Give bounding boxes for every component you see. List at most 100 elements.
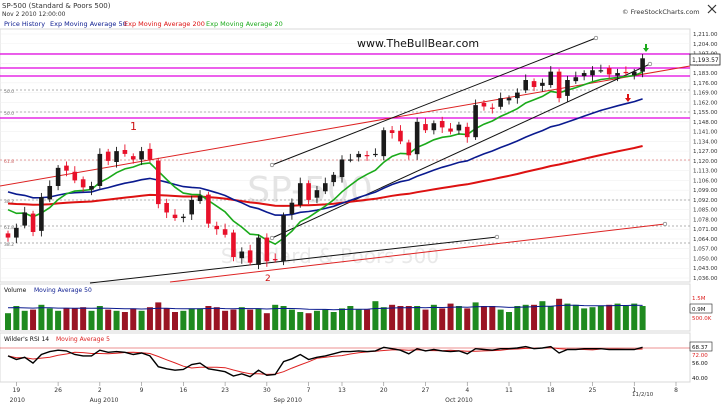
volume-bar (96, 306, 103, 330)
month-label: 2010 (10, 397, 25, 404)
candle (431, 120, 437, 135)
candle (615, 68, 620, 82)
volume-bar (80, 307, 87, 330)
price-tick-label: 1,043.00 (693, 266, 718, 272)
price-tick-label: 1,036.00 (693, 276, 718, 282)
candle (172, 209, 178, 221)
fib-levels (0, 89, 690, 244)
volume-bar (639, 306, 646, 330)
candle (47, 180, 53, 203)
volume-bar (430, 304, 437, 330)
chart-datetime: Nov 2 2010 12:00:00 (2, 11, 66, 18)
copyright: © FreeStockCharts.com (622, 8, 700, 16)
volume-bar (71, 308, 78, 330)
volume-bar (46, 308, 53, 330)
volume-bar (288, 309, 295, 330)
fib-label: 61.8 (4, 159, 14, 165)
price-tick-label: 1,064.00 (693, 237, 718, 243)
candle (481, 100, 487, 111)
legend-price: Price History (4, 20, 45, 28)
candle (22, 206, 27, 229)
trend-line-handles[interactable] (269, 35, 668, 241)
volume-bar (405, 306, 412, 330)
volume-bar (380, 307, 387, 330)
candle (523, 74, 528, 94)
volume-bar (480, 306, 487, 330)
candle (256, 234, 261, 270)
volume-bar (414, 306, 421, 330)
volume-bar (130, 308, 137, 330)
candle (272, 253, 278, 263)
price-tick-label: 1,050.00 (693, 256, 718, 262)
volume-bar (305, 313, 312, 330)
annotation-1: 1 (130, 120, 137, 133)
candle (548, 66, 554, 88)
volume-bar (313, 310, 320, 330)
date-tick-label: 19 (13, 387, 21, 394)
rsi-tick: 72.00 (692, 353, 708, 359)
candle (314, 185, 320, 204)
candle (640, 54, 645, 78)
candle (414, 117, 420, 160)
candle (364, 150, 370, 161)
candle (231, 229, 236, 262)
volume-bar (121, 312, 128, 330)
volume-bar (347, 306, 354, 330)
candle (531, 78, 537, 92)
price-tick-label: 1,078.00 (693, 217, 718, 223)
price-tick-label: 1,127.00 (693, 149, 718, 155)
volume-bar (55, 310, 62, 330)
candle (456, 121, 462, 135)
candle (598, 64, 604, 74)
rsi-panel (0, 332, 691, 383)
volume-bar (364, 309, 371, 330)
candle (473, 99, 478, 140)
candle (30, 210, 36, 237)
legend-ema20: Exp Moving Average 20 (206, 20, 283, 28)
volume-tick: 0.9M (692, 307, 706, 313)
price-axis: 1,211.001,204.001,197.001,190.001,183.00… (693, 32, 718, 282)
date-tick-label: 27 (422, 387, 430, 394)
candle (623, 66, 629, 76)
candle (39, 192, 44, 237)
candle (389, 126, 395, 139)
close-icon[interactable] (707, 4, 717, 14)
price-tick-label: 1,092.00 (693, 198, 718, 204)
rsi-value: 68.37 (692, 345, 708, 351)
candle (573, 71, 579, 84)
date-tick-label: 2 (98, 387, 102, 394)
current-price-label: 1,193.57 (692, 57, 719, 64)
price-tick-label: 1,148.00 (693, 120, 718, 126)
candle (606, 65, 612, 79)
volume-tick: 1.5M (692, 296, 706, 302)
price-tick-label: 1,134.00 (693, 139, 718, 145)
volume-bar (631, 303, 638, 330)
volume-bar (113, 310, 120, 330)
candle (97, 148, 103, 189)
price-tick-label: 1,120.00 (693, 159, 718, 165)
candle (297, 177, 303, 208)
fib-label: 61.8 (4, 225, 14, 231)
candle (239, 247, 245, 264)
date-tick-label: 7 (307, 387, 311, 394)
volume-label: Volume (4, 287, 27, 294)
date-tick-label: 13 (338, 387, 346, 394)
volume-bar (222, 310, 229, 330)
price-tick-label: 1,155.00 (693, 110, 718, 116)
rsi-value-box (689, 341, 713, 352)
volume-bar (564, 303, 571, 330)
candle (214, 221, 220, 235)
volume-bar (197, 308, 204, 330)
price-tick-label: 1,085.00 (693, 208, 718, 214)
date-tick-label: 8 (674, 387, 678, 394)
price-tick-label: 1,176.00 (693, 81, 718, 87)
volume-bar (280, 306, 287, 330)
volume-bar (247, 309, 254, 330)
candle (281, 212, 286, 266)
volume-bar (455, 306, 462, 330)
rsi-ma-label: Moving Average 5 (56, 336, 110, 343)
volume-bar (172, 312, 178, 330)
rsi-line (7, 345, 643, 378)
